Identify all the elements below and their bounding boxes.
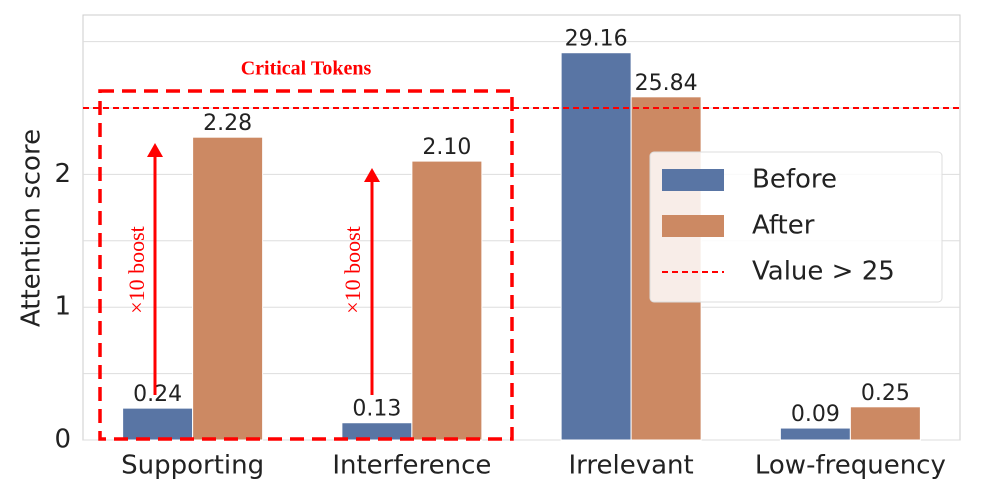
legend: Before After Value > 25	[649, 151, 943, 303]
box-title: Critical Tokens	[241, 58, 372, 80]
bar	[122, 407, 194, 441]
x-tick-label: Interference	[332, 451, 491, 481]
legend-swatch	[662, 215, 724, 237]
bar	[192, 136, 264, 441]
boost-label: ×10 boost	[124, 226, 149, 314]
arrow-head	[147, 143, 163, 157]
value-label: 0.24	[133, 382, 182, 407]
arrow-head	[364, 168, 380, 182]
y-tick-label: 1	[54, 292, 71, 322]
bar	[849, 406, 921, 441]
y-tick-label: 2	[54, 159, 71, 189]
value-label: 2.10	[422, 135, 471, 160]
x-tick-label: Irrelevant	[569, 451, 694, 481]
value-label: 2.28	[203, 111, 252, 136]
bar	[560, 52, 632, 441]
value-label: 0.09	[791, 402, 840, 427]
legend-swatch	[662, 169, 724, 191]
legend-label: Value > 25	[752, 257, 895, 287]
value-label: 0.13	[352, 397, 401, 422]
critical-box	[98, 89, 514, 441]
x-tick-label: Supporting	[121, 451, 264, 481]
bar	[779, 427, 851, 441]
y-tick-label: 0	[54, 425, 71, 455]
bar	[411, 160, 483, 441]
x-tick-label: Low-frequency	[755, 451, 946, 481]
value-label: 0.25	[861, 381, 910, 406]
value-label: 29.16	[565, 27, 628, 52]
value-label: 25.84	[635, 71, 698, 96]
legend-label: After	[752, 211, 815, 241]
y-axis-label: Attention score	[17, 129, 47, 327]
legend-label: Before	[752, 165, 837, 195]
boost-label: ×10 boost	[340, 226, 365, 314]
